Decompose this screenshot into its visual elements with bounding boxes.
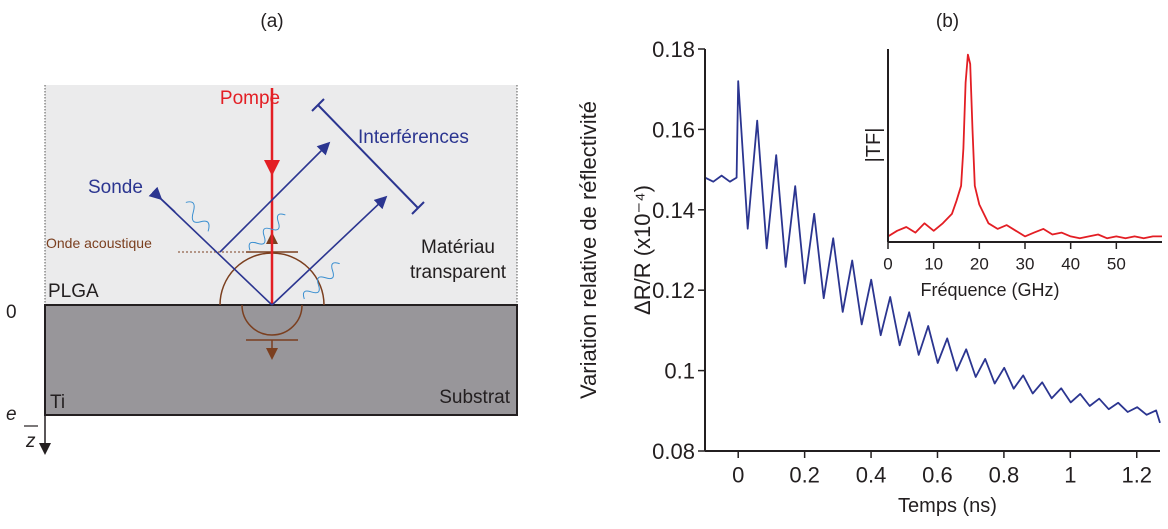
x-tick-label: 0 — [732, 463, 744, 488]
chart-title: (b) — [936, 11, 959, 32]
acoustic-front — [241, 304, 303, 336]
transparent-layer — [45, 85, 517, 305]
detector — [311, 98, 325, 112]
material-label: Matériau — [421, 237, 495, 258]
inset-background — [888, 49, 1168, 243]
x-tick-label: 1 — [1064, 463, 1076, 488]
y-axis-label: |TF| — [863, 128, 885, 163]
probe-arrow — [148, 186, 176, 213]
ti-label: Ti — [50, 392, 65, 413]
x-tick-label: 0.4 — [856, 463, 887, 488]
data-line — [704, 80, 1161, 424]
substrate — [44, 304, 518, 416]
x-tick-label: 40 — [1061, 255, 1080, 274]
data-line — [887, 53, 1162, 240]
interference-label: Interférences — [358, 127, 469, 148]
wave-packet — [248, 213, 286, 251]
x-tick-label: 0.6 — [922, 463, 953, 488]
detector — [317, 104, 419, 209]
reflected-beam — [271, 195, 388, 306]
x-axis-label: Temps (ns) — [898, 495, 997, 517]
reflected-beam — [219, 141, 331, 253]
panel-label: (a) — [260, 11, 283, 32]
y-tick-label: 0.14 — [652, 198, 695, 223]
x-tick-label: 0.8 — [989, 463, 1020, 488]
wave-packet — [302, 262, 340, 300]
y-tick-label: 0.18 — [652, 37, 695, 62]
thickness-label: e — [6, 404, 17, 425]
y-tick-label: 0.12 — [652, 278, 695, 303]
y-tick-label: 0.16 — [652, 117, 695, 142]
layer-label: PLGA — [48, 281, 99, 302]
detector — [411, 201, 425, 215]
wave-packet — [185, 201, 210, 232]
x-tick-label: 1.2 — [1121, 463, 1152, 488]
x-axis-label: Fréquence (GHz) — [920, 280, 1059, 300]
x-tick-label: 10 — [924, 255, 943, 274]
x-tick-label: 50 — [1107, 255, 1126, 274]
acoustic-label: Onde acoustique — [46, 235, 152, 251]
y-axis-label: Variation relative de réflectivité — [576, 101, 601, 399]
axis-label: z — [25, 431, 36, 452]
probe-label: Sonde — [88, 177, 143, 198]
x-tick-label: 0 — [883, 255, 892, 274]
probe-beam — [159, 197, 273, 306]
y-tick-label: 0.1 — [664, 359, 695, 384]
x-tick-label: 20 — [970, 255, 989, 274]
material-label: transparent — [410, 262, 507, 283]
pump-label: Pompe — [220, 88, 280, 109]
substrate-label: Substrat — [439, 387, 510, 408]
y-tick-label: 0.08 — [652, 439, 695, 464]
diagram: (a) Pompe Interférences Sonde Onde acou — [6, 11, 518, 455]
origin-label: 0 — [6, 302, 17, 323]
x-tick-label: 0.2 — [789, 463, 820, 488]
y-axis-label: ΔR/R (x10⁻⁴) — [630, 185, 655, 315]
x-tick-label: 30 — [1016, 255, 1035, 274]
